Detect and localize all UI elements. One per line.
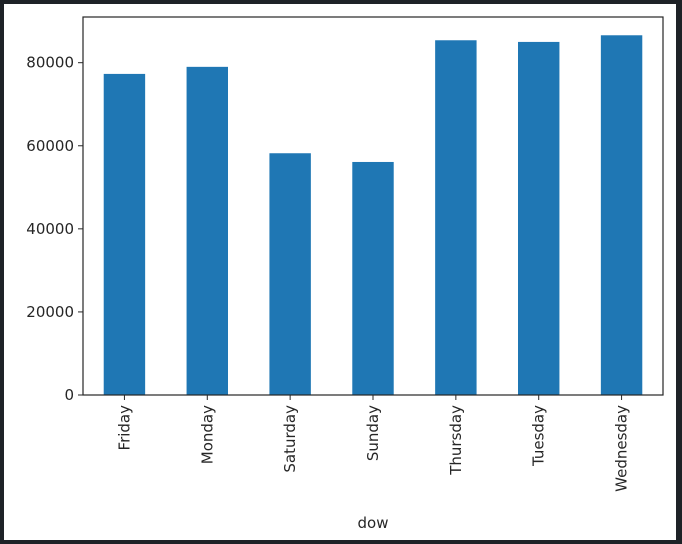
bars-group [103, 35, 643, 396]
x-tick-label: Thursday [447, 405, 465, 476]
y-tick-label: 0 [64, 386, 74, 404]
x-tick-label: Friday [115, 405, 133, 451]
y-tick-label: 80000 [26, 54, 74, 72]
x-axis-ticks: Friday Monday Saturday Sunday Thursday Tuesda… [115, 395, 631, 492]
x-tick-label: Tuesday [530, 405, 548, 467]
plot-frame [82, 16, 664, 396]
bar-monday [186, 66, 228, 395]
x-axis-label: dow [358, 514, 389, 532]
bar-tuesday [518, 41, 560, 396]
y-tick-label: 40000 [26, 220, 74, 238]
bar-friday [103, 73, 146, 396]
x-tick-label: Monday [198, 405, 216, 464]
x-tick-label: Sunday [364, 405, 382, 461]
bar-saturday [269, 153, 311, 395]
y-axis-ticks: 0 20000 40000 60000 80000 [26, 54, 83, 404]
y-tick-label: 20000 [26, 303, 74, 321]
bar-sunday [352, 161, 394, 395]
y-tick-label: 60000 [26, 137, 74, 155]
bar-thursday [435, 40, 477, 396]
bar-wednesday [600, 35, 643, 396]
x-tick-label: Wednesday [613, 405, 631, 492]
chart-figure: 0 20000 40000 60000 80000 Friday Monday Saturd… [4, 4, 676, 540]
x-tick-label: Saturday [281, 405, 299, 473]
bar-chart: 0 20000 40000 60000 80000 Friday Monday Saturd… [26, 16, 664, 532]
